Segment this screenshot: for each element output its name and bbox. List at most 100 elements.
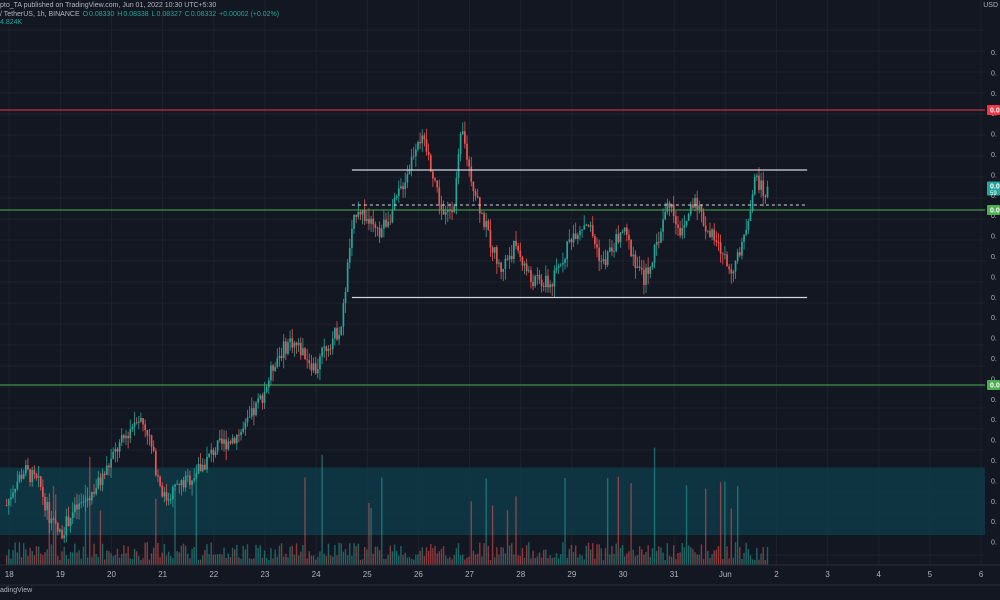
candle-body: [410, 156, 413, 170]
volume-bar: [80, 558, 82, 565]
candle-body: [562, 262, 564, 265]
volume-bar: [511, 543, 513, 565]
volume-bar: [42, 555, 44, 565]
volume-bar: [89, 456, 91, 565]
candle-body: [572, 233, 575, 243]
candle-body: [259, 395, 262, 399]
volume-bar: [108, 551, 110, 565]
candle-body: [383, 219, 385, 229]
time-tick-label: 2: [774, 570, 779, 579]
candle-body: [766, 186, 769, 198]
volume-bar: [692, 549, 694, 565]
candle-body: [617, 234, 620, 243]
candle-body: [165, 492, 168, 501]
volume-bar: [52, 486, 55, 565]
candle-body: [172, 486, 174, 500]
price-tick-label: 0.: [991, 458, 997, 465]
candle-body: [129, 429, 132, 439]
volume-bar: [131, 559, 134, 565]
candle-body: [397, 188, 400, 196]
candle-body: [238, 434, 240, 436]
candle-body: [29, 469, 31, 482]
candle-body: [95, 488, 98, 494]
volume-bar: [306, 558, 308, 565]
candle-body: [71, 512, 74, 519]
volume-bar: [442, 546, 445, 565]
candle-body: [706, 230, 709, 232]
candle-body: [694, 197, 696, 208]
volume-bar: [679, 552, 681, 565]
candle-body: [31, 470, 34, 482]
volume-bar: [455, 548, 458, 565]
volume-bar: [668, 555, 671, 565]
volume-bar: [724, 481, 726, 565]
volume-bar: [18, 542, 21, 565]
volume-bar: [342, 551, 345, 565]
volume-bar: [76, 552, 78, 565]
volume-bar: [353, 543, 355, 565]
candle-body: [299, 342, 302, 356]
volume-bar: [74, 543, 76, 565]
volume-bar: [366, 549, 368, 565]
candle-body: [598, 247, 600, 262]
price-tick-label: 0.: [991, 519, 997, 526]
candle-body: [297, 342, 300, 346]
candle-body: [385, 219, 387, 227]
volume-bar: [466, 557, 468, 565]
candle-body: [44, 496, 46, 511]
volume-bar: [681, 542, 683, 565]
volume-bar: [713, 550, 715, 565]
candle-body: [713, 229, 716, 241]
volume-bar: [193, 546, 195, 565]
volume-bar: [402, 555, 404, 565]
candle-body: [596, 244, 598, 248]
candle-body: [487, 220, 490, 230]
volume-bar: [751, 559, 754, 565]
volume-bar: [594, 558, 596, 565]
volume-bar: [291, 545, 293, 565]
candle-body: [741, 241, 743, 256]
volume-bar: [600, 548, 602, 565]
volume-bar: [263, 550, 266, 565]
volume-bar: [99, 510, 102, 565]
volume-bar: [161, 552, 163, 565]
volume-bar: [274, 549, 276, 565]
volume-bar: [361, 559, 364, 565]
volume-bar: [240, 558, 242, 565]
candle-body: [50, 518, 53, 524]
candle-body: [747, 220, 750, 230]
candle-body: [647, 267, 650, 274]
volume-bar: [730, 508, 732, 565]
volume-bar: [233, 549, 236, 565]
volume-bar: [468, 556, 470, 565]
volume-bar: [432, 548, 434, 565]
candle-body: [304, 348, 306, 360]
price-tick-label: 0.: [991, 478, 997, 485]
volume-bar: [572, 551, 575, 565]
volume-bar: [327, 543, 330, 565]
volume-bar: [133, 548, 136, 565]
candle-body: [253, 408, 255, 416]
time-tick-label: 23: [261, 570, 270, 579]
candle-body: [137, 421, 140, 423]
volume-bar: [244, 549, 247, 565]
candles: [5, 121, 769, 544]
candle-body: [464, 131, 466, 144]
candle-body: [717, 242, 720, 243]
candle-body: [80, 502, 83, 504]
candle-body: [154, 450, 157, 476]
candle-body: [99, 477, 102, 486]
candle-body: [65, 516, 68, 536]
candle-body: [323, 346, 326, 348]
candle-body: [54, 519, 57, 523]
price-tick-label: 0.: [991, 315, 997, 322]
resistance-price-tag: [987, 105, 1000, 115]
time-tick-label: 18: [5, 570, 14, 579]
candle-body: [726, 254, 728, 267]
close-label: C: [184, 11, 190, 18]
volume-bar: [613, 553, 615, 565]
candle-body: [679, 227, 681, 236]
low-label: L: [151, 11, 156, 18]
